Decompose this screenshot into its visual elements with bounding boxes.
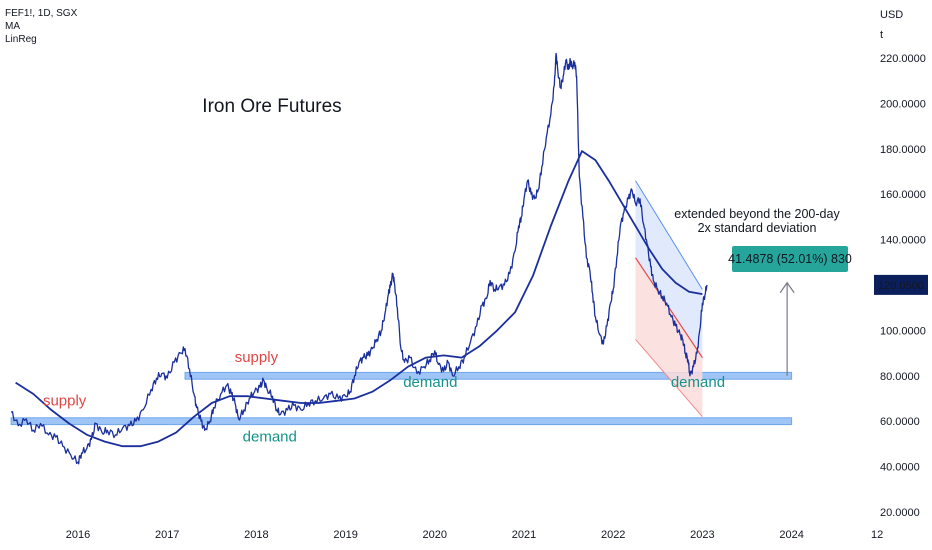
demand-label-1: demand <box>243 429 297 446</box>
y-tick-label: 40.0000 <box>880 462 920 474</box>
channel-lower-fill <box>635 257 703 417</box>
zone-band-1 <box>184 371 793 380</box>
current-price-badge <box>874 274 928 295</box>
y-tick-label: 140.0000 <box>880 235 926 247</box>
supply-label-2: supply <box>235 349 279 366</box>
demand-label-3: demand <box>671 374 725 391</box>
measure-arrow-head <box>779 281 795 294</box>
x-tick-label: 2024 <box>779 529 803 541</box>
x-tick-label: 2022 <box>601 529 625 541</box>
y-tick-label: 80.0000 <box>880 371 920 383</box>
note-line-2: 2x standard deviation <box>698 221 817 235</box>
chart-legend: FEF1!, 1D, SGX MA LinReg <box>5 7 77 46</box>
chart-title: Iron Ore Futures <box>202 96 341 117</box>
indicator-ma-label[interactable]: MA <box>5 21 20 32</box>
supply-label-1: supply <box>43 392 87 409</box>
measure-badge-text: 41.4878 (52.01%) 830 <box>728 252 852 266</box>
measure-badge <box>732 246 848 272</box>
x-tick-label: 2017 <box>155 529 179 541</box>
x-tick-label: 2016 <box>66 529 90 541</box>
y-tick-label: 60.0000 <box>880 416 920 428</box>
y-tick-label: 20.0000 <box>880 507 920 519</box>
y-tick-label: 220.0000 <box>880 53 926 65</box>
x-tick-label: 2023 <box>690 529 714 541</box>
x-tick-label-cut: 12 <box>871 529 883 541</box>
y-tick-label: 160.0000 <box>880 189 926 201</box>
regression-channel <box>635 180 703 417</box>
y-tick-label: 180.0000 <box>880 144 926 156</box>
zone-band-2 <box>10 417 793 426</box>
note-line-1: extended beyond the 200-day <box>674 207 840 221</box>
x-tick-label: 2020 <box>423 529 447 541</box>
axes-layer: 120.0500 <box>874 274 928 295</box>
current-price-label: 120.0500 <box>878 280 924 292</box>
x-tick-label: 2019 <box>333 529 357 541</box>
y-tick-label: 100.0000 <box>880 325 926 337</box>
channel-upper-line <box>635 180 703 290</box>
x-tick-label: 2021 <box>512 529 536 541</box>
y-tick-label: 200.0000 <box>880 98 926 110</box>
channel-lower-line <box>635 339 703 417</box>
indicator-linreg-label[interactable]: LinReg <box>5 34 37 45</box>
channel-upper-fill <box>635 180 703 358</box>
zones-layer <box>10 371 793 426</box>
series-layer <box>10 52 708 465</box>
price-series-line <box>10 52 708 465</box>
ma-series-line <box>15 150 703 448</box>
y-axis-unit: t <box>880 29 883 41</box>
symbol-label[interactable]: FEF1!, 1D, SGX <box>5 8 78 19</box>
y-axis-currency: USD <box>880 9 903 21</box>
demand-label-2: demand <box>403 374 457 391</box>
x-tick-label: 2018 <box>244 529 268 541</box>
annotations-layer: Iron Ore Futures supply supply demand demand… <box>43 9 926 541</box>
